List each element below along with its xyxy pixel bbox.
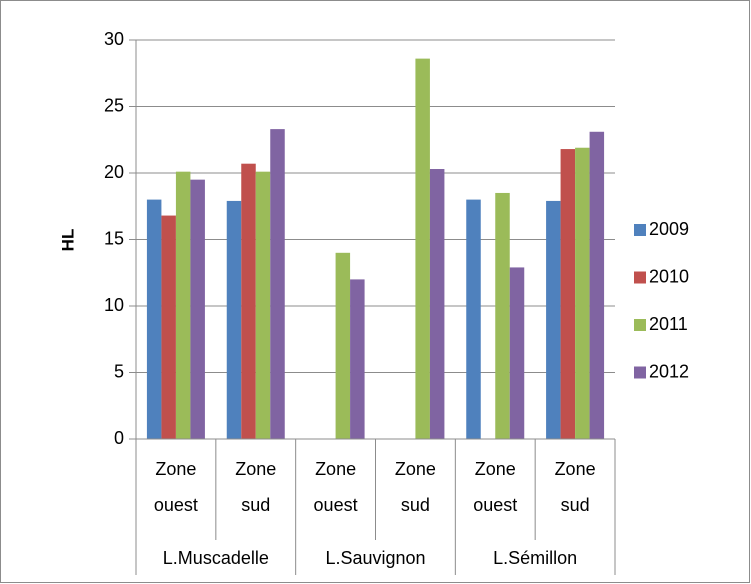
category-label-line2: ouest [154,495,198,515]
category-label-line2: ouest [473,495,517,515]
legend-swatch-2012 [634,366,646,379]
bar-2012 [190,179,205,439]
category-label-line1: Zone [155,459,196,479]
legend-swatch-2009 [634,224,646,236]
bar-2009 [466,199,481,439]
legend-swatch-2011 [634,319,646,331]
y-tick-label: 15 [104,228,124,248]
category-label-line1: Zone [315,459,356,479]
bar-2011 [575,147,590,440]
bar-2012 [509,267,525,439]
y-tick-label: 5 [114,361,124,381]
category-label-line2: sud [561,495,590,515]
gridlines [136,39,615,373]
y-axis-title: HL [58,229,77,252]
category-label-line2: sud [241,495,270,515]
bar-2011 [175,171,191,440]
bar-2011 [415,58,430,440]
y-tick-label: 0 [114,428,124,448]
bar-2012 [350,279,365,439]
legend: 2009 2010 2011 2012 [634,219,689,381]
y-tick-labels: 0 5 10 15 20 25 30 [104,29,124,448]
group-label: L.Sémillon [493,548,577,568]
bar-2012 [429,169,445,439]
bar-2012 [270,129,285,440]
bars [146,58,605,440]
legend-label: 2010 [649,266,689,286]
y-tick-label: 25 [104,95,124,115]
bar-2011 [255,171,271,440]
category-label-line2: sud [401,495,430,515]
bar-2011 [335,252,351,439]
bar-2009 [146,199,162,439]
group-label: L.Muscadelle [163,548,269,568]
category-label-line2: ouest [314,495,358,515]
y-tick-label: 20 [104,162,124,182]
bar-2010 [560,149,576,439]
category-label-line1: Zone [475,459,516,479]
category-label-line1: Zone [555,459,596,479]
axes [129,39,616,575]
legend-swatch-2010 [634,271,646,284]
legend-label: 2012 [649,361,689,381]
bar-2010 [161,215,176,439]
y-tick-label: 30 [104,29,124,49]
category-label-line1: Zone [395,459,436,479]
bar-2010 [241,163,256,439]
group-label: L.Sauvignon [325,548,425,568]
bar-2012 [589,131,605,439]
category-labels: Zone ouest Zone sud Zone ouest Zone sud Zone oues… [154,459,596,568]
bar-2009 [226,200,242,439]
bar-2009 [546,200,561,439]
legend-label: 2009 [649,219,689,239]
category-label-line1: Zone [235,459,276,479]
bar-2011 [495,192,510,439]
y-tick-label: 10 [104,295,124,315]
legend-label: 2011 [649,314,688,334]
